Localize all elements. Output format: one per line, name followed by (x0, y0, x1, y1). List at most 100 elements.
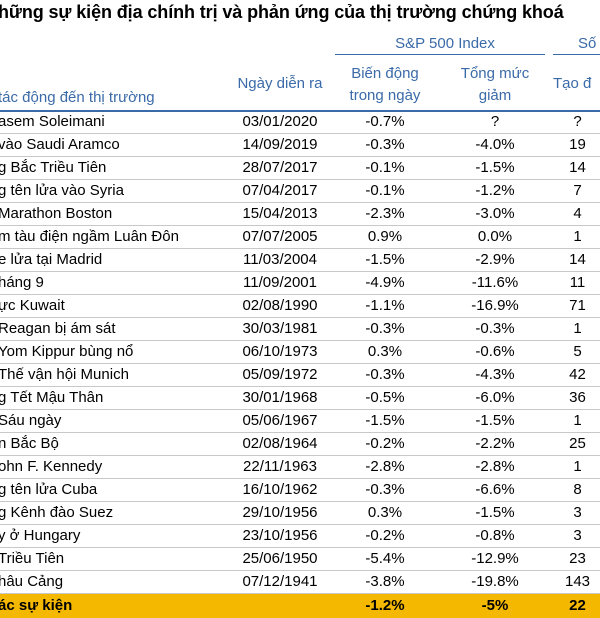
so-underline (553, 54, 600, 55)
cell-event: e lửa tại Madrid (0, 251, 103, 268)
table-row: háng 9 11/09/2001 -4.9% -11.6% 11 (0, 272, 600, 295)
table-row: Thế vận hội Munich 05/09/1972 -0.3% -4.3% 42 (0, 364, 600, 387)
day-change-header-line1: Biến động (351, 65, 419, 82)
cell-event: Sáu ngày (0, 412, 62, 429)
cell-day: -0.3% (365, 136, 405, 153)
cell-days: 42 (569, 366, 586, 383)
cell-event: Marathon Boston (0, 205, 113, 222)
cell-event: vào Saudi Aramco (0, 136, 120, 153)
cell-date: 06/10/1973 (242, 343, 318, 360)
cell-total: -11.6% (471, 274, 519, 291)
total-cell-event: ác sự kiện (0, 597, 73, 614)
cell-total: -4.3% (475, 366, 515, 383)
cell-total: 0.0% (477, 228, 513, 245)
cell-day: 0.9% (367, 228, 403, 245)
cell-total: -6.0% (475, 389, 515, 406)
cell-day: -2.8% (365, 458, 405, 475)
total-cell-total: -5% (481, 597, 509, 614)
table-row: vào Saudi Aramco 14/09/2019 -0.3% -4.0% 19 (0, 134, 600, 157)
cell-date: 23/10/1956 (242, 527, 318, 544)
cell-day: -0.2% (365, 435, 405, 452)
cell-total: -4.0% (475, 136, 515, 153)
cell-total: -16.9% (471, 297, 519, 314)
table-row: y ở Hungary 23/10/1956 -0.2% -0.8% 3 (0, 525, 600, 548)
cell-day: -3.8% (365, 573, 405, 590)
total-decline-header-line1: Tổng mức (460, 65, 530, 82)
table-row: Marathon Boston 15/04/2013 -2.3% -3.0% 4 (0, 203, 600, 226)
cell-event: n Bắc Bộ (0, 435, 59, 452)
events-table: asem Soleimani 03/01/2020 -0.7%?? vào Saud… (0, 111, 600, 618)
cell-days: 23 (569, 550, 586, 567)
cell-event: g tên lửa Cuba (0, 481, 98, 498)
cell-total: -0.8% (475, 527, 515, 544)
table-row: Triều Tiên 25/06/1950 -5.4% -12.9% 23 (0, 548, 600, 571)
cell-date: 30/01/1968 (242, 389, 318, 406)
cell-event: Thế vận hội Munich (0, 366, 129, 383)
header-divider (0, 110, 600, 112)
cell-days: 1 (573, 412, 582, 429)
cell-day: -0.3% (365, 481, 405, 498)
cell-total: ? (490, 113, 500, 130)
cell-day: -2.3% (365, 205, 405, 222)
page-title: hững sự kiện địa chính trị và phản ứng c… (0, 2, 564, 22)
cell-event: Yom Kippur bùng nổ (0, 343, 134, 360)
sp500-underline (335, 54, 545, 55)
cell-day: -4.9% (365, 274, 405, 291)
cell-event: g Bắc Triều Tiên (0, 159, 107, 176)
cell-days: 14 (569, 159, 586, 176)
table-row: Yom Kippur bùng nổ 06/10/1973 0.3% -0.6% 5 (0, 341, 600, 364)
cell-days: 11 (569, 274, 586, 291)
cell-total: -2.9% (475, 251, 515, 268)
cell-days: 3 (573, 527, 582, 544)
cell-event: g Tết Mậu Thân (0, 389, 104, 406)
cell-day: -0.5% (365, 389, 405, 406)
cell-day: -5.4% (365, 550, 405, 567)
cell-date: 03/01/2020 (242, 113, 318, 130)
cell-days: 36 (569, 389, 586, 406)
cell-date: 16/10/1962 (242, 481, 318, 498)
cell-event: Triều Tiên (0, 550, 65, 567)
cell-day: -0.1% (365, 182, 405, 199)
cell-days: 14 (569, 251, 586, 268)
cell-total: -1.5% (475, 504, 515, 521)
cell-days: 1 (573, 458, 582, 475)
cell-total: -2.2% (475, 435, 515, 452)
cell-date: 02/08/1964 (242, 435, 318, 452)
cell-date: 15/04/2013 (242, 205, 318, 222)
cell-day: -1.5% (365, 412, 405, 429)
event-column-header: tác động đến thị trường (0, 89, 155, 106)
cell-date: 28/07/2017 (242, 159, 318, 176)
cell-total: -6.6% (475, 481, 515, 498)
cell-day: 0.3% (367, 504, 403, 521)
day-change-header-line2: trong ngày (349, 87, 421, 104)
cell-date: 11/09/2001 (243, 274, 317, 291)
table-row: g tên lửa vào Syria 07/04/2017 -0.1% -1.2% 7 (0, 180, 600, 203)
cell-days: 143 (564, 573, 591, 590)
cell-days: 25 (569, 435, 586, 452)
cell-date: 05/06/1967 (242, 412, 318, 429)
table-row: m tàu điện ngầm Luân Đôn 07/07/2005 0.9% 0.… (0, 226, 600, 249)
cell-days: 4 (573, 205, 582, 222)
cell-days: ? (573, 113, 582, 130)
cell-event: ohn F. Kennedy (0, 458, 103, 475)
cell-total: -1.5% (475, 159, 515, 176)
cell-total: -0.6% (475, 343, 515, 360)
cell-date: 02/08/1990 (242, 297, 318, 314)
cell-day: 0.3% (367, 343, 403, 360)
cell-total: -2.8% (475, 458, 515, 475)
cell-day: -0.7% (365, 113, 405, 130)
cell-day: -0.3% (365, 366, 405, 383)
cell-date: 29/10/1956 (242, 504, 318, 521)
cell-event: ực Kuwait (0, 297, 65, 314)
cell-date: 05/09/1972 (242, 366, 318, 383)
cell-event: Reagan bị ám sát (0, 320, 116, 337)
table-row: g tên lửa Cuba 16/10/1962 -0.3% -6.6% 8 (0, 479, 600, 502)
cell-event: m tàu điện ngầm Luân Đôn (0, 228, 179, 245)
cell-days: 19 (569, 136, 586, 153)
cell-event: hâu Cảng (0, 573, 64, 590)
cell-date: 14/09/2019 (242, 136, 318, 153)
cell-date: 30/03/1981 (242, 320, 318, 337)
cell-total: -3.0% (475, 205, 515, 222)
total-cell-days: 22 (569, 597, 586, 614)
cell-days: 3 (573, 504, 582, 521)
